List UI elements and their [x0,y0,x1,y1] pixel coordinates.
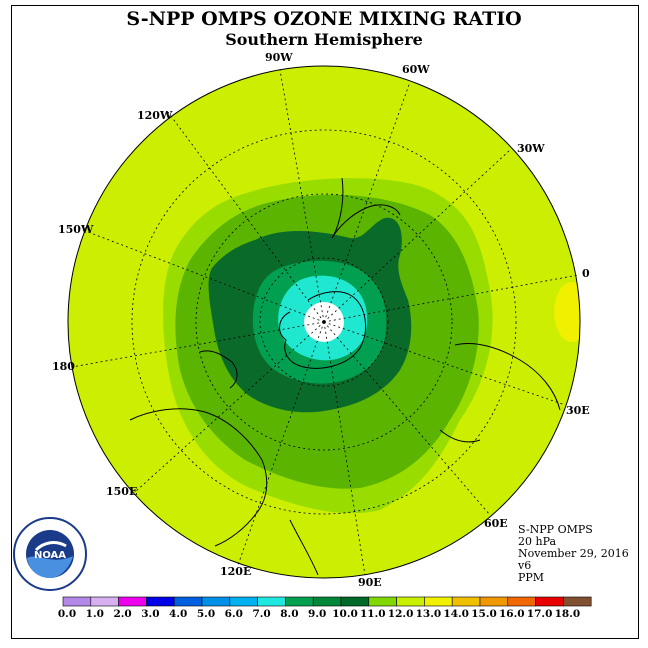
colorbar-swatch [368,596,397,607]
info-date: November 29, 2016 [518,547,629,560]
colorbar-tick-label: 0.0 [58,608,76,620]
colorbar-swatch [146,596,175,607]
colorbar-tick-label: 12.0 [388,608,414,620]
noaa-logo-text: NOAA [34,550,66,561]
colorbar-swatch [507,596,536,607]
colorbar-swatch [62,596,92,607]
colorbar-swatch [479,596,509,607]
map-title: S-NPP OMPS OZONE MIXING RATIO [126,8,522,30]
colorbar-tick-label: 7.0 [252,608,270,620]
south-pole-marker [322,320,326,324]
colorbar-swatch [451,596,481,607]
colorbar-swatch [201,596,231,607]
noaa-logo: NOAA [13,517,87,591]
info-block: S-NPP OMPS 20 hPa November 29, 2016 v6 P… [518,524,629,584]
colorbar-swatch [90,596,119,607]
coastlines [129,177,561,576]
colorbar-tick-label: 17.0 [527,608,553,620]
map-frame [11,5,639,639]
info-instrument: S-NPP OMPS [518,523,593,536]
colorbar-swatch [563,596,592,607]
info-level: 20 hPa [518,535,557,548]
colorbar-swatch [285,596,314,607]
colorbar-swatch [173,596,203,607]
colorbar-swatch [118,596,147,607]
graticule [71,69,579,576]
map-subtitle: Southern Hemisphere [225,30,423,49]
lon-label-0: 0 [582,267,590,280]
colorbar-swatch [312,596,342,607]
colorbar-tick-label: 8.0 [280,608,298,620]
lon-label-60w: 60W [402,63,430,76]
lon-label-150e: 150E [106,485,137,498]
colorbar-tick-label: 15.0 [471,608,497,620]
lon-label-120w: 120W [137,109,173,122]
colorbar-tick-label: 5.0 [197,608,215,620]
lon-label-120e: 120E [220,565,251,578]
lon-label-150w: 150W [58,223,94,236]
colorbar-tick-label: 6.0 [225,608,243,620]
warm-patch [554,282,580,342]
lon-label-180: 180 [52,360,75,373]
colorbar-tick-label: 13.0 [416,608,442,620]
lon-label-30e: 30E [566,404,590,417]
colorbar-tick-label: 18.0 [555,608,581,620]
map-boundary [67,65,581,579]
colorbar-tick-label: 16.0 [499,608,525,620]
colorbar-swatch [257,596,286,607]
info-version: v6 [518,559,532,572]
info-units: PPM [518,571,545,584]
colorbar-tick-label: 11.0 [360,608,386,620]
lon-label-30w: 30W [517,142,545,155]
colorbar-tick-label: 1.0 [86,608,104,620]
colorbar-swatch [396,596,425,607]
colorbar-tick-label: 10.0 [332,608,358,620]
colorbar-tick-label: 4.0 [169,608,187,620]
lon-label-90w: 90W [265,51,293,64]
lon-label-60e: 60E [484,517,508,530]
colorbar-tick-label: 3.0 [141,608,159,620]
colorbar-swatch [229,596,258,607]
colorbar-swatch [424,596,453,607]
colorbar-tick-label: 9.0 [308,608,326,620]
colorbar-swatch [535,596,564,607]
lon-label-90e: 90E [358,576,382,589]
colorbar-tick-label: 14.0 [443,608,469,620]
colorbar-swatch [340,596,370,607]
colorbar-tick-label: 2.0 [113,608,131,620]
